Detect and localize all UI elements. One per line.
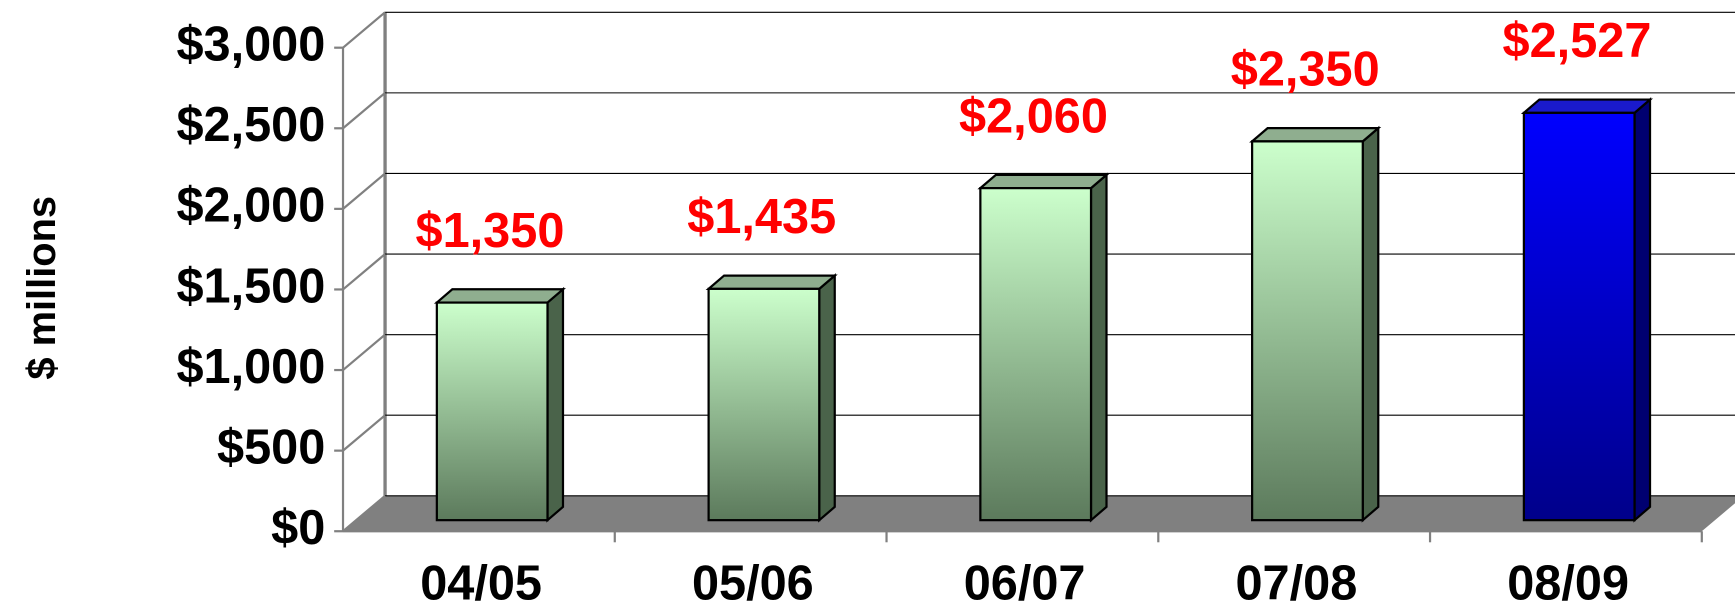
bar-side (1089, 172, 1108, 523)
bar-side (1361, 125, 1380, 523)
grid-line-side (342, 333, 386, 371)
bar-top (977, 173, 1110, 190)
y-tick-label: $3,000 (176, 18, 325, 72)
y-tick-label: $1,500 (176, 259, 325, 313)
value-label: $2,350 (1231, 43, 1380, 97)
x-tick-label: 06/07 (964, 556, 1086, 610)
x-tick-label: 04/05 (420, 556, 542, 610)
y-tick-label: $2,000 (176, 179, 325, 233)
y-tick-label: $2,500 (176, 98, 325, 152)
grid-line-side (342, 253, 386, 291)
y-tick-label: $1,000 (176, 340, 325, 394)
bar-top (1520, 98, 1654, 114)
bar (1251, 140, 1364, 522)
value-label: $1,350 (416, 204, 565, 258)
bar-top (1249, 127, 1382, 143)
grid-line-side (342, 92, 386, 130)
y-tick-label: $0 (271, 501, 325, 555)
value-label: $2,060 (959, 89, 1108, 143)
bar (979, 187, 1093, 522)
bar (1522, 111, 1636, 522)
value-label: $1,435 (687, 190, 836, 244)
x-tick-label: 08/09 (1507, 556, 1629, 610)
y-tick-label: $500 (217, 420, 325, 474)
bar (435, 301, 549, 522)
grid-line-side (342, 11, 386, 49)
x-tick-label: 05/06 (692, 556, 814, 610)
grid-line-side (342, 172, 386, 210)
grid-line-side (342, 414, 386, 452)
grid-line-side (342, 494, 386, 533)
bar (707, 287, 821, 522)
bar-side (1633, 97, 1652, 523)
bar-top (433, 288, 566, 304)
bar-side (546, 286, 565, 523)
value-label: $2,527 (1503, 14, 1652, 68)
x-tick-label: 07/08 (1235, 556, 1357, 610)
bar-side (818, 273, 836, 523)
y-axis-label: $ millions (20, 196, 64, 380)
bar-top (705, 274, 838, 290)
